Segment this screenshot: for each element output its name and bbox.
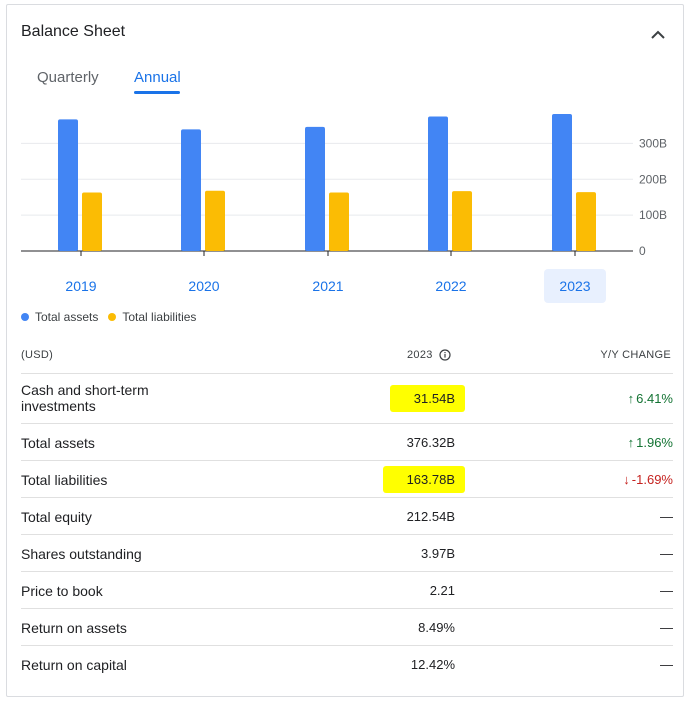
bar-total-assets-2023 [552,113,572,251]
year-button-2022[interactable]: 2022 [435,278,467,294]
row-change: — [660,656,673,672]
row-value: 3.97B [421,545,455,561]
row-value: 12.42% [410,656,455,672]
row-label: Shares outstanding [21,545,142,562]
legend-dot-assets [21,313,29,321]
legend-item-liabilities: Total liabilities [108,310,196,324]
row-value: 31.54B [389,385,465,412]
legend-label-assets: Total assets [35,310,99,324]
row-label: Total equity [21,508,92,525]
chart-legend: Total assets Total liabilities [21,310,206,324]
y-tick-label: 100B [639,208,667,222]
row-value: 212.54B [406,508,455,524]
info-icon[interactable] [439,349,451,361]
row-change: — [660,582,673,598]
table-row: Price to book 2.21 — [21,571,673,608]
chevron-up-icon [651,30,665,39]
bar-total-assets-2021 [305,126,325,251]
bar-total-liabilities-2023 [576,192,596,251]
bar-total-liabilities-2019 [82,192,102,251]
year-button-2019[interactable]: 2019 [65,278,97,294]
y-tick-label: 200B [639,172,667,186]
arrow-up-icon: ↑ [627,434,635,450]
table-row: Total equity 212.54B — [21,497,673,534]
bar-total-liabilities-2020 [205,190,225,251]
year-button-2021[interactable]: 2021 [312,278,344,294]
highlight-marker [389,385,465,412]
row-label: Price to book [21,582,103,599]
row-label: Cash and short-term investments [21,382,149,414]
row-change: — [660,508,673,524]
section-title: Balance Sheet [21,23,126,40]
row-label: Return on capital [21,656,127,673]
row-label: Return on assets [21,619,127,636]
table-row: Return on capital 12.42% — [21,645,673,682]
y-tick-label: 300B [639,136,667,150]
year-header-label: 2023 [407,349,433,361]
row-change: ↓ -1.69% [623,471,673,487]
row-label: Total liabilities [21,471,108,488]
y-tick-label: 0 [639,244,646,258]
active-tab-indicator [134,91,180,94]
row-value: 2.21 [429,582,455,598]
row-change: — [660,545,673,561]
year-button-2023[interactable]: 2023 [544,269,606,303]
table-row: Total liabilities 163.78B ↓ -1.69% [21,460,673,497]
row-value: 8.49% [418,619,455,635]
collapse-button[interactable] [647,23,669,45]
balance-sheet-chart: 0 100B 200B 300B [21,113,667,258]
bar-total-assets-2022 [428,116,448,251]
year-header: 2023 [407,349,451,361]
bar-total-assets-2019 [58,119,78,251]
legend-label-liabilities: Total liabilities [122,310,197,324]
highlight-marker [382,465,465,493]
row-value: 163.78B [382,465,465,493]
table-row: Cash and short-term investments 31.54B ↑ 6.… [21,373,673,423]
tab-quarterly[interactable]: Quarterly [37,69,99,86]
yoy-change-header: Y/Y CHANGE [600,349,671,361]
row-value: 376.32B [406,434,455,450]
year-button-2020[interactable]: 2020 [188,278,220,294]
currency-header: (USD) [21,349,54,361]
tab-annual[interactable]: Annual [134,69,181,86]
row-label: Total assets [21,434,95,451]
bar-total-liabilities-2021 [329,192,349,251]
bar-total-liabilities-2022 [452,191,472,251]
row-change: — [660,619,673,635]
table-row: Return on assets 8.49% — [21,608,673,645]
row-change: ↑ 6.41% [627,391,673,406]
legend-dot-liabilities [108,313,117,321]
bar-total-assets-2020 [181,129,201,251]
arrow-down-icon: ↓ [623,471,630,487]
legend-item-assets: Total assets [21,310,98,324]
balance-sheet-card: Balance Sheet Quarterly Annual 0 100B 200B… [6,4,684,697]
table-row: Shares outstanding 3.97B — [21,534,673,571]
row-change: ↑ 1.96% [627,434,673,450]
arrow-up-icon: ↑ [627,391,635,406]
table-row: Total assets 376.32B ↑ 1.96% [21,423,673,460]
